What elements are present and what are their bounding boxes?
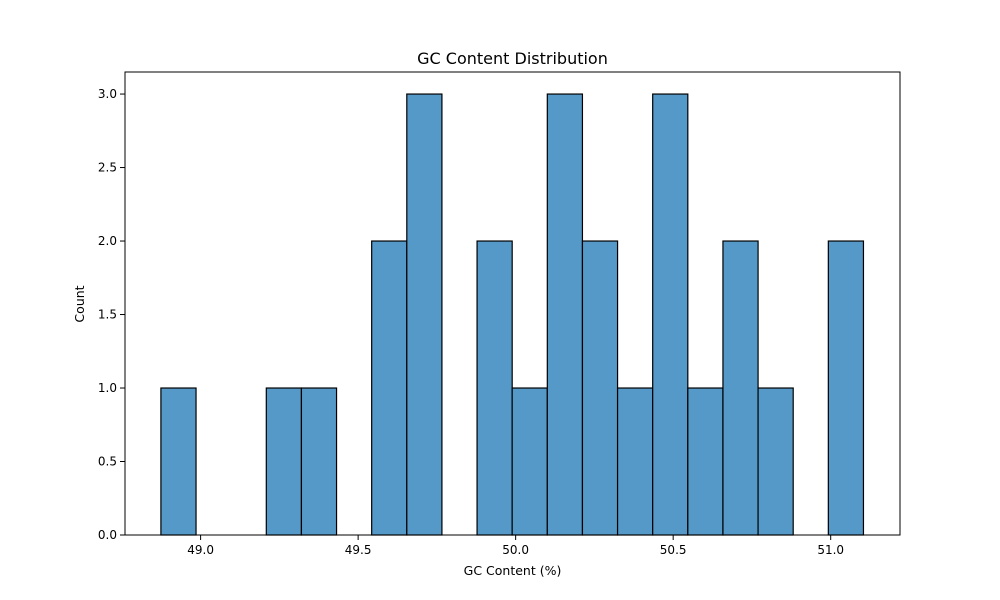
histogram-bar-3: [265, 387, 303, 536]
histogram-bar-16: [722, 240, 759, 536]
chart-title: GC Content Distribution: [417, 49, 608, 68]
histogram-bar-6: [371, 240, 408, 536]
y-ticks-group: 0.0 0.5 1.0 1.5 2.0 2.5 3.0: [98, 87, 125, 542]
histogram-bar-10: [511, 387, 548, 536]
x-axis-label: GC Content (%): [464, 563, 562, 578]
histogram-bar-4: [300, 387, 338, 536]
x-tick-label: 49.0: [187, 543, 214, 557]
x-tick-label: 51.0: [817, 543, 844, 557]
y-tick-label: 0.5: [98, 455, 117, 469]
histogram-bar-9: [476, 240, 513, 536]
histogram-bar-12: [581, 240, 619, 536]
x-tick-label: 50.0: [502, 543, 529, 557]
histogram-bar-0: [160, 387, 197, 536]
histogram-bar-19: [827, 240, 865, 536]
y-tick-label: 3.0: [98, 87, 117, 101]
y-tick-label: 1.5: [98, 308, 117, 322]
plot-frame: [124, 71, 901, 536]
bars-group: [160, 93, 865, 536]
histogram-bar-15: [687, 387, 724, 536]
y-axis-label: Count: [72, 285, 87, 322]
y-tick-label: 2.5: [98, 161, 117, 175]
histogram-bar-17: [757, 387, 794, 536]
y-tick-label: 2.0: [98, 234, 117, 248]
x-ticks-group: 49.0 49.5 50.0 50.5 51.0: [187, 535, 844, 557]
x-tick-label: 49.5: [345, 543, 372, 557]
y-tick-label: 0.0: [98, 528, 117, 542]
histogram-bar-7: [406, 93, 443, 536]
histogram-bar-13: [616, 387, 654, 536]
x-tick-label: 50.5: [660, 543, 687, 557]
histogram-bar-14: [652, 93, 689, 536]
histogram-bar-11: [546, 93, 584, 536]
y-tick-label: 1.0: [98, 381, 117, 395]
